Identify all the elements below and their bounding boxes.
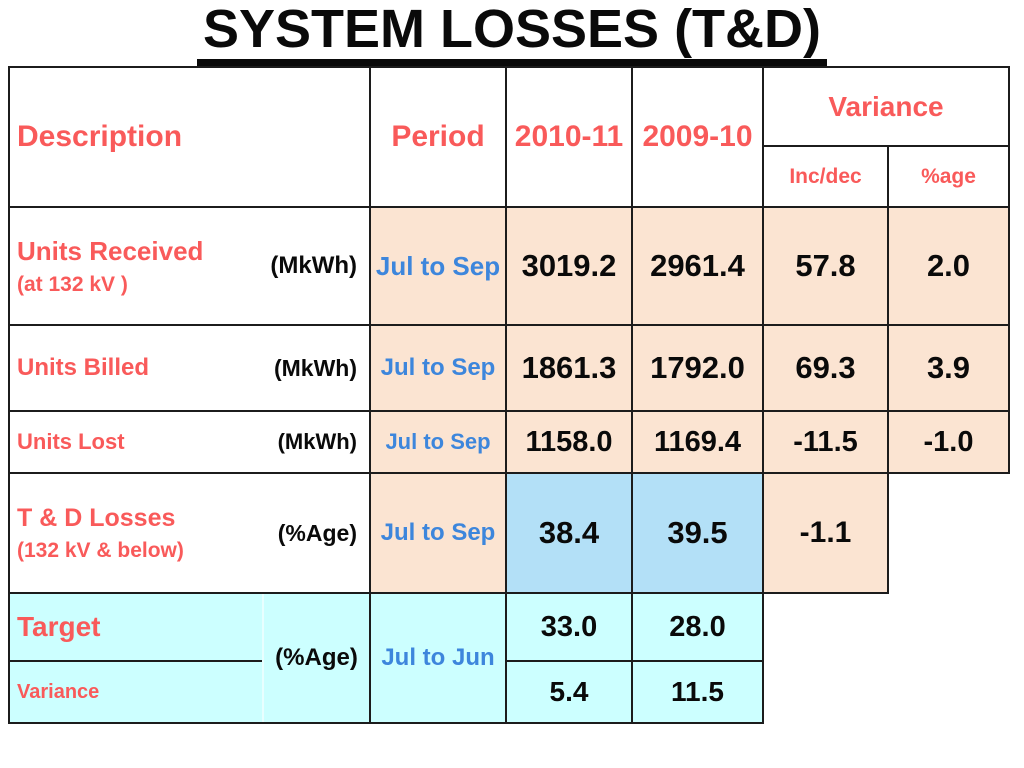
row-units-billed-pct: 3.9 [926,350,971,385]
row-td-losses-subname: (132 kV & below) [17,538,184,562]
header-pct-age-label: %age [921,164,976,188]
bottom-target-year-previous-cell: 28.0 [631,592,764,662]
bottom-target-label: Target [17,611,101,642]
bottom-left-inner: Target Variance (%Age) [10,594,369,722]
header-description-label: Description [17,120,183,153]
row-units-lost-pct: -1.0 [923,425,974,458]
row-units-billed-year-previous: 1792.0 [650,350,745,385]
header-cell-pct-age: %age [887,145,1010,208]
row-units-lost-year-current: 1158.0 [525,425,613,458]
row-td-losses-period-cell: Jul to Sep [369,472,507,594]
row-units-lost-year-previous-cell: 1169.4 [631,410,764,474]
row-units-billed-pct-cell: 3.9 [887,324,1010,412]
row-units-received-period-cell: Jul to Sep [369,206,507,326]
row-units-lost-period: Jul to Sep [385,429,491,454]
bottom-target-year-previous: 28.0 [669,610,726,643]
row-units-received-year-previous: 2961.4 [650,248,745,283]
header-cell-period: Period [369,66,507,208]
row-td-losses-period: Jul to Sep [380,519,496,546]
row-units-received-pct-cell: 2.0 [887,206,1010,326]
row-units-received-unit: (MkWh) [270,252,357,279]
row-td-losses-year-previous: 39.5 [667,515,728,550]
row-td-losses-year-current: 38.4 [538,515,600,550]
bottom-target-year-current-cell: 33.0 [505,592,633,662]
row-units-lost-unit: (MkWh) [277,429,357,454]
row-units-billed-description-cell: Units Billed (MkWh) [8,324,371,412]
row-units-billed-period-cell: Jul to Sep [369,324,507,412]
slide-title: SYSTEM LOSSES (T&D) [196,0,828,66]
row-units-lost-year-current-cell: 1158.0 [505,410,633,474]
row-units-billed-inc-dec: 69.3 [795,350,856,385]
header-year-current-label: 2010-11 [514,120,624,153]
row-units-received-name: Units Received [17,235,204,266]
row-units-lost-inc-dec-cell: -11.5 [762,410,889,474]
bottom-left-region: Target Variance (%Age) [8,592,371,724]
row-units-billed-year-previous-cell: 1792.0 [631,324,764,412]
bottom-variance-label: Variance [17,680,100,703]
row-units-received-year-previous-cell: 2961.4 [631,206,764,326]
row-td-losses-unit: (%Age) [277,519,357,546]
header-cell-year-previous: 2009-10 [631,66,764,208]
header-cell-variance: Variance [762,66,1010,147]
row-units-received-inc-dec-cell: 57.8 [762,206,889,326]
header-cell-year-current: 2010-11 [505,66,633,208]
row-units-billed-unit: (MkWh) [273,354,357,381]
row-units-billed-inc-dec-cell: 69.3 [762,324,889,412]
bottom-faint-divider [262,594,264,722]
row-units-received-subname: (at 132 kV ) [17,272,128,296]
row-td-losses-inc-dec: -1.1 [799,516,852,549]
row-units-received-period: Jul to Sep [375,250,501,281]
row-units-received-year-current-cell: 3019.2 [505,206,633,326]
header-variance-label: Variance [828,90,944,122]
row-units-billed-year-current: 1861.3 [521,350,617,385]
bottom-variance-year-current-cell: 5.4 [505,660,633,724]
bottom-variance-year-previous: 11.5 [671,676,724,707]
row-units-lost-pct-cell: -1.0 [887,410,1010,474]
row-units-lost-year-previous: 1169.4 [653,425,742,458]
row-td-losses-name: T & D Losses [17,503,176,532]
row-units-lost-description-cell: Units Lost (MkWh) [8,410,371,474]
row-td-losses-year-previous-cell: 39.5 [631,472,764,594]
row-units-received-description-cell: Units Received (at 132 kV ) (MkWh) [8,206,371,326]
bottom-target-variance-divider [10,660,262,662]
row-td-losses-description-cell: T & D Losses (132 kV & below) (%Age) [8,472,371,594]
row-units-billed-year-current-cell: 1861.3 [505,324,633,412]
row-units-received-name-block: Units Received (at 132 kV ) [17,236,203,297]
row-units-received-pct: 2.0 [926,248,971,283]
row-td-losses-name-block: T & D Losses (132 kV & below) [17,504,184,563]
title-wrap: SYSTEM LOSSES (T&D) [0,0,1024,66]
row-units-billed-period: Jul to Sep [380,354,496,381]
bottom-variance-year-previous-cell: 11.5 [631,660,764,724]
bottom-target-year-current: 33.0 [540,610,598,643]
row-td-losses-year-current-cell: 38.4 [505,472,633,594]
bottom-period-cell: Jul to Jun [369,592,507,724]
row-units-billed-name: Units Billed [17,354,150,381]
row-td-losses-inc-dec-cell: -1.1 [762,472,889,594]
bottom-period: Jul to Jun [381,644,495,671]
bottom-variance-year-current: 5.4 [549,676,589,707]
header-year-previous-label: 2009-10 [642,120,753,153]
header-cell-inc-dec: Inc/dec [762,145,889,208]
row-units-lost-period-cell: Jul to Sep [369,410,507,474]
row-units-received-year-current: 3019.2 [521,248,617,283]
bottom-unit-label: (%Age) [275,644,358,671]
header-cell-description: Description [8,66,371,208]
header-inc-dec-label: Inc/dec [789,164,862,188]
row-units-lost-name: Units Lost [17,429,125,454]
row-units-lost-inc-dec: -11.5 [793,425,858,458]
header-period-label: Period [391,120,485,153]
row-units-received-inc-dec: 57.8 [795,248,856,283]
